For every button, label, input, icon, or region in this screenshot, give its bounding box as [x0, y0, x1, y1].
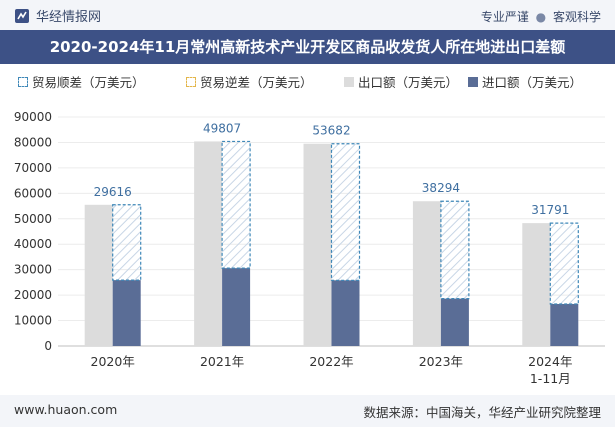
surplus-data-label: 53682 — [312, 124, 350, 138]
import-bar — [550, 303, 579, 346]
export-bar — [412, 201, 441, 346]
footer-source: 数据来源：中国海关，华经产业研究院整理 — [363, 405, 601, 420]
y-tick-label: 60000 — [14, 186, 52, 200]
trade-balance-chart: 0 10000 20000 30000 40000 50000 60000 70000 8000… — [14, 110, 605, 386]
surplus-bar — [221, 140, 251, 269]
export-bar — [303, 143, 332, 346]
x-category-label: 1-11月 — [530, 371, 571, 386]
surplus-data-label: 49807 — [203, 121, 241, 135]
slogan: 专业严谨 ● 客观科学 — [481, 8, 601, 25]
y-tick-label: 50000 — [14, 212, 52, 226]
y-tick-label: 90000 — [14, 110, 52, 124]
legend-label-deficit: 贸易逆差（万美元） — [200, 75, 313, 90]
legend-item-surplus[interactable]: 贸易顺差（万美元） — [18, 72, 145, 91]
slogan-separator: ● — [535, 10, 547, 24]
legend-item-import[interactable]: 进口额（万美元） — [468, 72, 582, 91]
legend-swatch-surplus — [18, 76, 28, 87]
x-category-label: 2022年 — [309, 354, 353, 369]
brand-logo-icon — [15, 8, 29, 23]
top-bar: 华经情报网 专业严谨 ● 客观科学 — [0, 0, 615, 30]
surplus-bar — [549, 222, 579, 305]
import-bar — [331, 280, 360, 346]
surplus-bar — [330, 143, 361, 281]
y-tick-label: 0 — [44, 339, 52, 353]
export-bar — [522, 223, 551, 346]
bar-layer — [84, 140, 579, 346]
brand-name: 华经情报网 — [36, 10, 102, 25]
slogan-left: 专业严谨 — [480, 10, 529, 24]
brand[interactable]: 华经情报网 — [14, 6, 101, 25]
x-category-label: 2024年 — [528, 354, 572, 369]
legend-item-deficit[interactable]: 贸易逆差（万美元） — [186, 72, 313, 91]
legend-swatch-import — [468, 76, 478, 87]
y-tick-label: 80000 — [14, 135, 52, 149]
y-tick-label: 20000 — [14, 288, 52, 302]
legend-label-import: 进口额（万美元） — [482, 75, 583, 90]
chart-title: 2020-2024年11月常州高新技术产业开发区商品收发货人所在地进出口差额 — [0, 30, 615, 64]
legend-label-surplus: 贸易顺差（万美元） — [32, 75, 145, 90]
surplus-bar — [440, 200, 470, 300]
y-tick-label: 30000 — [14, 263, 52, 277]
x-category-label: 2023年 — [419, 354, 463, 369]
label-layer: 29616 2020年 49807 2021年 53682 2022年 38294 2023年… — [91, 121, 573, 386]
legend-swatch-deficit — [186, 76, 196, 87]
import-bar — [222, 268, 251, 346]
export-bar — [194, 141, 223, 346]
x-category-label: 2021年 — [200, 354, 244, 369]
legend-label-export: 出口额（万美元） — [358, 75, 459, 90]
surplus-data-label: 29616 — [94, 185, 132, 199]
y-tick-label: 40000 — [14, 237, 52, 251]
export-bar — [84, 204, 113, 346]
legend-item-export[interactable]: 出口额（万美元） — [344, 72, 458, 91]
footer: www.huaon.com 数据来源：中国海关，华经产业研究院整理 — [0, 395, 615, 427]
slogan-right: 客观科学 — [552, 10, 601, 24]
import-bar — [112, 280, 141, 346]
surplus-bar — [112, 204, 142, 281]
surplus-data-label: 31791 — [531, 203, 569, 217]
footer-url[interactable]: www.huaon.com — [14, 402, 118, 417]
import-bar — [440, 298, 469, 346]
y-tick-label: 70000 — [14, 161, 52, 175]
y-tick-label: 10000 — [14, 314, 52, 328]
legend-swatch-export — [344, 76, 354, 87]
surplus-data-label: 38294 — [422, 181, 460, 195]
x-category-label: 2020年 — [91, 354, 135, 369]
